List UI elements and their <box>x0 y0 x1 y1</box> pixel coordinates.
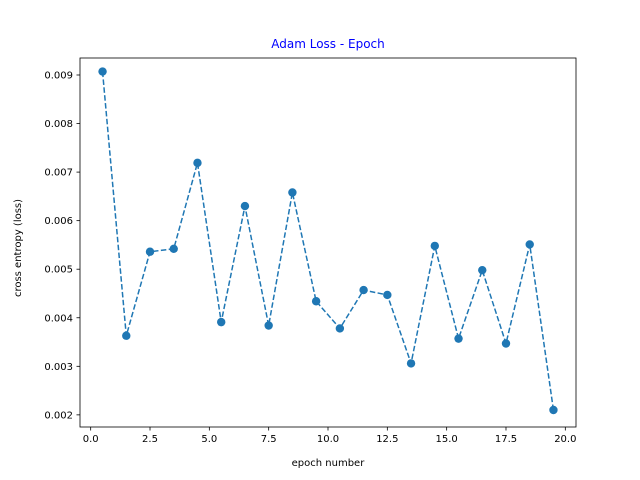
plot-area: 0.0 2.5 5.0 7.5 10.0 12.5 15.0 17.5 20.0 0.002 0.0… <box>44 57 576 445</box>
data-point <box>383 290 392 300</box>
data-point <box>549 405 558 415</box>
data-point <box>169 244 178 254</box>
x-tick-label: 15.0 <box>436 434 458 445</box>
data-point <box>145 247 155 256</box>
data-point <box>122 331 131 340</box>
x-tick-label: 2.5 <box>142 434 158 445</box>
series-line <box>101 71 555 411</box>
data-point <box>525 240 534 249</box>
data-point <box>430 241 439 251</box>
x-tick-label: 0.0 <box>83 434 99 445</box>
y-tick-label: 0.004 <box>44 313 73 324</box>
x-tick-label: 5.0 <box>201 434 217 445</box>
y-tick-label: 0.008 <box>44 119 73 130</box>
data-point <box>311 297 321 306</box>
y-tick-label: 0.003 <box>44 362 73 373</box>
data-point <box>98 67 107 76</box>
x-axis-label: epoch number <box>292 458 366 469</box>
x-tick-label: 7.5 <box>261 434 277 445</box>
data-point <box>454 334 463 343</box>
y-tick-label: 0.005 <box>44 265 73 276</box>
x-tick-label: 12.5 <box>376 434 398 445</box>
y-tick-label: 0.006 <box>44 216 73 227</box>
data-point <box>359 285 368 295</box>
data-point <box>501 339 511 348</box>
chart-title: Adam Loss - Epoch <box>271 37 385 51</box>
data-point <box>406 359 416 368</box>
y-axis-label: cross entropy (loss) <box>13 199 24 297</box>
data-point <box>240 201 250 211</box>
data-point <box>288 188 297 197</box>
data-point <box>217 317 226 327</box>
y-tick-label: 0.007 <box>44 168 73 179</box>
y-tick-label: 0.002 <box>44 410 73 421</box>
data-point <box>193 158 202 168</box>
x-tick-label: 10.0 <box>317 434 339 445</box>
data-point <box>335 324 345 333</box>
data-point <box>478 265 487 275</box>
x-tick-label: 17.5 <box>495 434 517 445</box>
x-tick-label: 20.0 <box>554 434 576 445</box>
data-point <box>264 321 273 330</box>
y-tick-label: 0.009 <box>44 70 73 81</box>
